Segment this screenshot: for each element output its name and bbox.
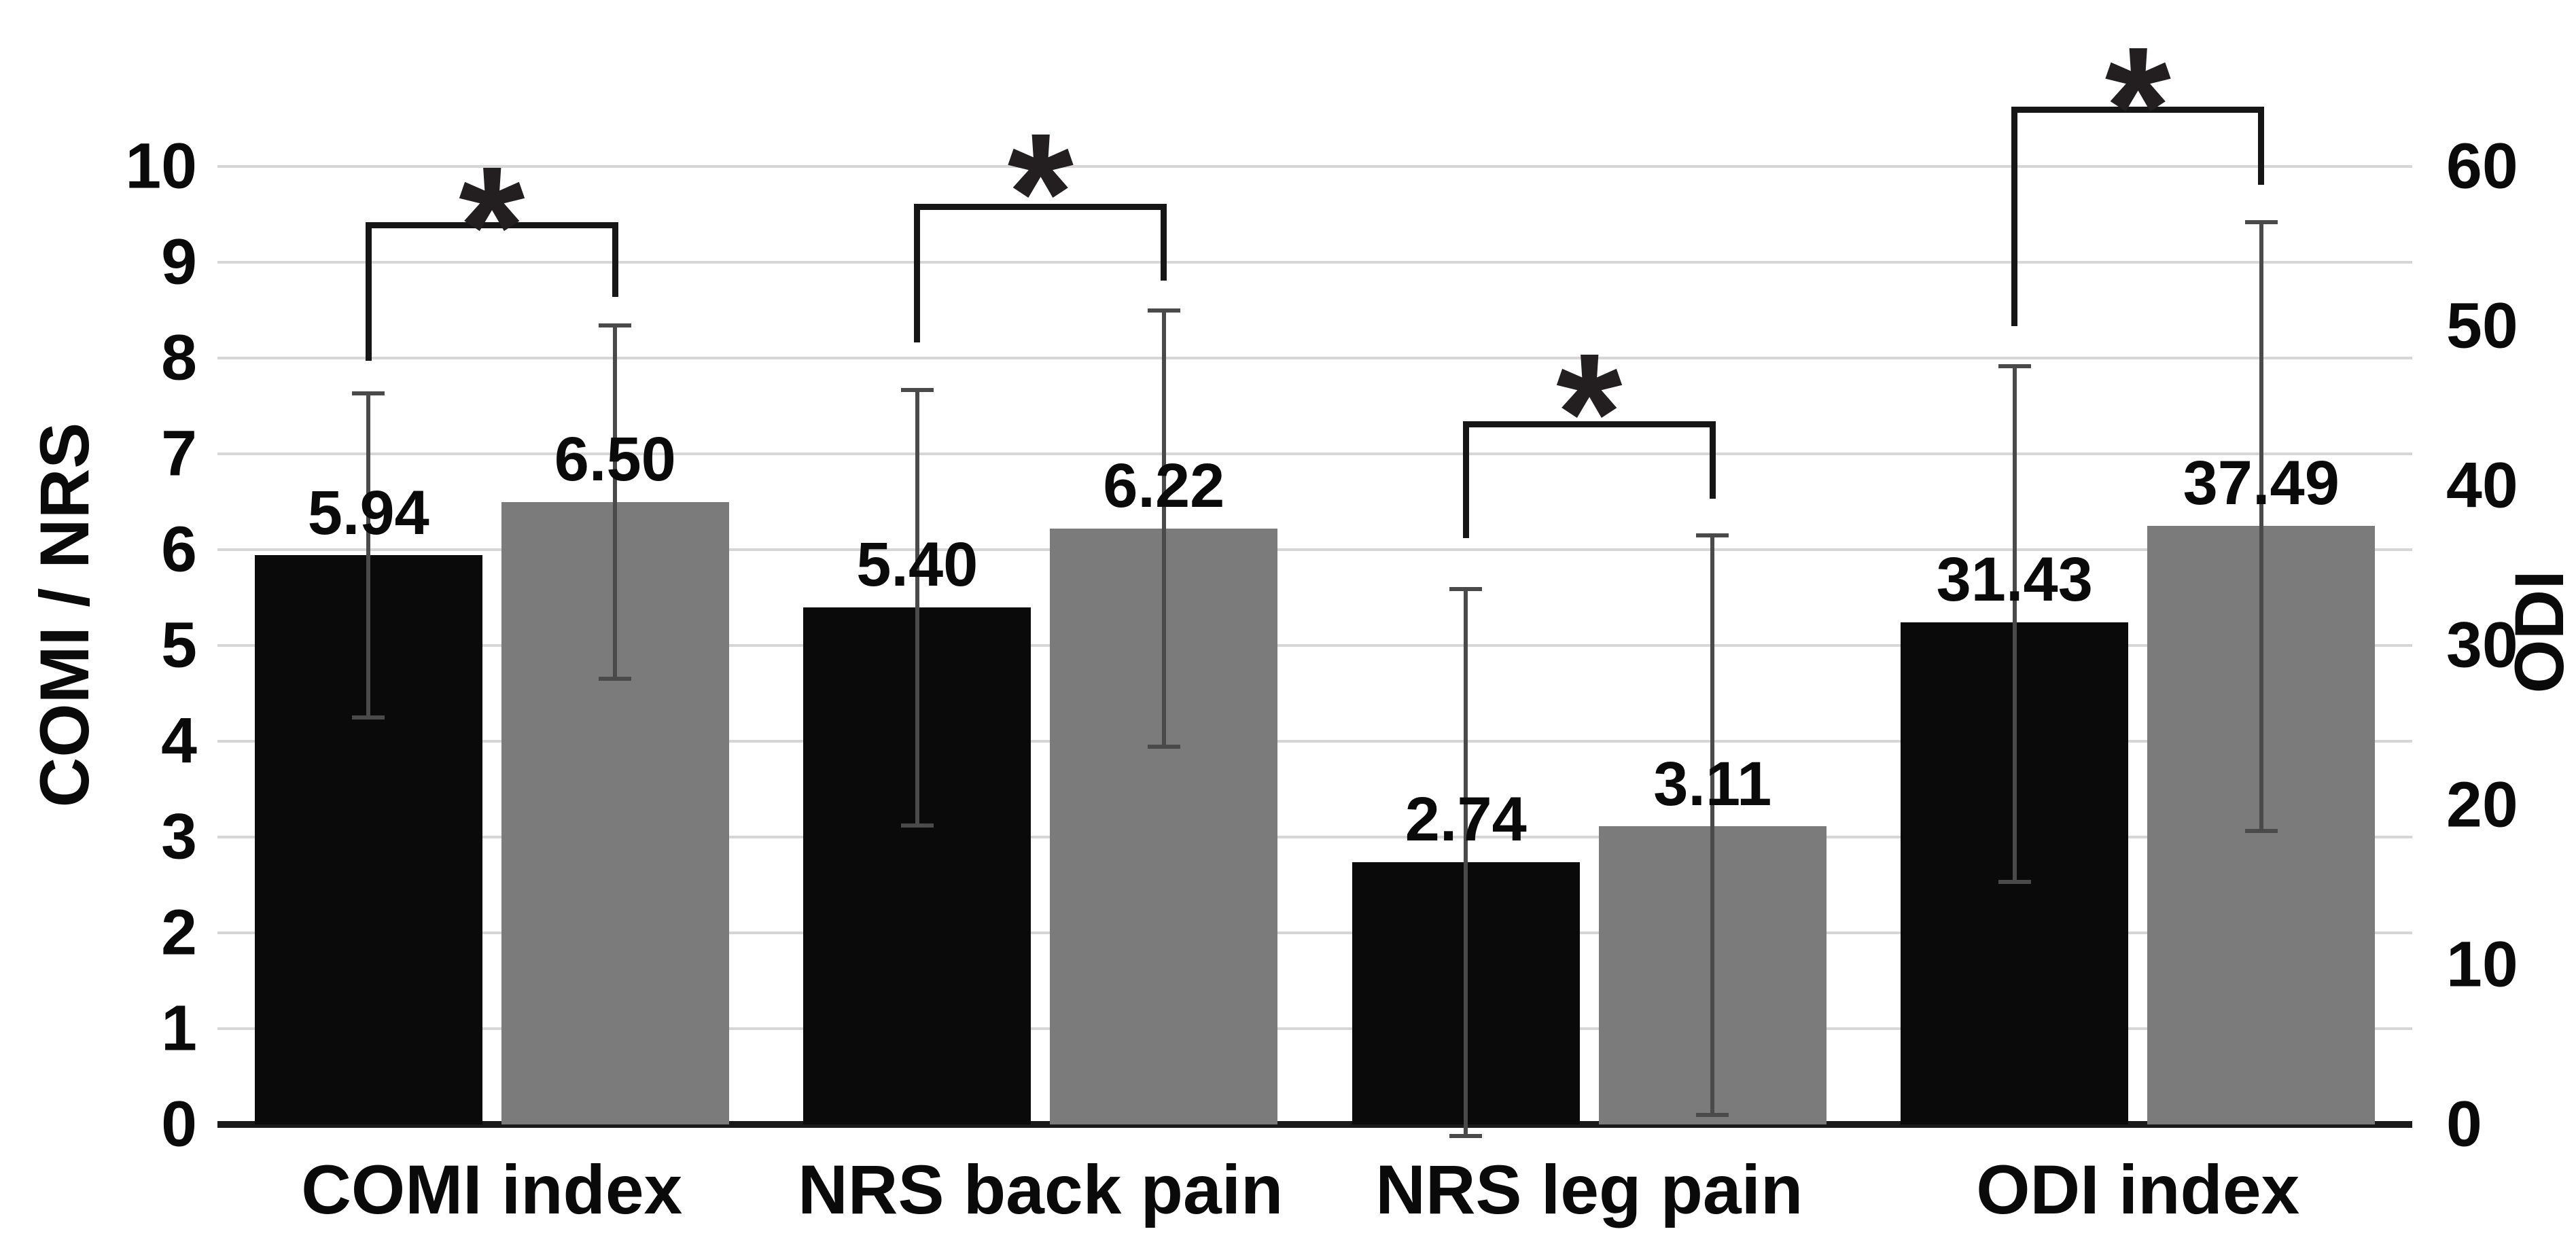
significance-bracket-bar: [1462, 421, 1716, 427]
significance-bracket-bar: [2011, 107, 2265, 113]
error-bar-cap-top: [900, 387, 934, 392]
y-axis-left-tick-label: 7: [161, 417, 197, 490]
error-bar-cap-bottom: [1147, 745, 1180, 749]
error-bar-line: [366, 393, 371, 717]
bar-value-label: 37.49: [2183, 448, 2340, 518]
bar-value-label: 6.22: [1103, 451, 1225, 521]
bar-value-label: 6.50: [554, 424, 676, 494]
y-axis-right-tick-label: 30: [2446, 609, 2518, 681]
gridline: [217, 644, 2412, 647]
error-bar-cap-top: [1449, 586, 1483, 591]
significance-bracket-left-leg: [2011, 109, 2018, 327]
significance-bracket-right-leg: [1161, 207, 1167, 281]
x-axis-category-label: ODI index: [1976, 1151, 2300, 1228]
x-axis-category-label: NRS leg pain: [1375, 1151, 1803, 1228]
error-bar-line: [1464, 588, 1468, 1136]
significance-bracket-right-leg: [612, 225, 618, 297]
y-axis-left-tick-label: 9: [161, 226, 197, 298]
y-axis-right-tick-label: 20: [2446, 768, 2518, 841]
error-bar-line: [2259, 222, 2263, 831]
gridline: [217, 1027, 2412, 1030]
x-axis-category-label: COMI index: [301, 1151, 683, 1228]
error-bar-cap-top: [1696, 533, 1729, 537]
significance-asterisk: *: [459, 131, 525, 321]
y-axis-right-tick-label: 60: [2446, 130, 2518, 202]
y-axis-left-tick-label: 3: [161, 800, 197, 873]
significance-bracket-bar: [914, 203, 1167, 210]
y-axis-left-tick-label: 0: [161, 1088, 197, 1160]
significance-bracket-right-leg: [1709, 424, 1716, 499]
error-bar-line: [613, 325, 618, 679]
gridline: [217, 453, 2412, 455]
error-bar-cap-top: [352, 391, 385, 396]
bar-value-label: 2.74: [1405, 784, 1527, 854]
bar-value-label: 31.43: [1936, 545, 2093, 615]
gridline: [217, 165, 2412, 168]
significance-asterisk: *: [1556, 317, 1623, 508]
significance-bracket-left-leg: [365, 225, 372, 361]
significance-asterisk: *: [2104, 11, 2171, 201]
error-bar-cap-bottom: [900, 823, 934, 828]
error-bar-cap-top: [1147, 308, 1180, 313]
significance-bracket-left-leg: [914, 207, 921, 343]
y-axis-left-tick-label: 1: [161, 992, 197, 1065]
gridline: [217, 261, 2412, 264]
error-bar-cap-top: [599, 323, 632, 328]
x-axis-category-label: NRS back pain: [798, 1151, 1284, 1228]
bar-value-label: 5.40: [856, 529, 978, 599]
error-bar-line: [2012, 366, 2017, 882]
gridline: [217, 357, 2412, 359]
error-bar-cap-top: [2244, 220, 2278, 225]
bar-value-label: 3.11: [1653, 749, 1772, 819]
error-bar-cap-top: [1998, 363, 2031, 368]
significance-bracket-left-leg: [1462, 424, 1469, 539]
x-axis-line: [217, 1121, 2412, 1128]
error-bar-line: [1710, 535, 1715, 1115]
error-bar-line: [915, 389, 919, 826]
y-axis-right-tick-label: 10: [2446, 928, 2518, 1001]
y-axis-left-tick-label: 4: [161, 705, 197, 777]
gridline: [217, 740, 2412, 743]
y-axis-left-tick-label: 6: [161, 513, 197, 586]
error-bar-cap-bottom: [1449, 1133, 1483, 1138]
gridline: [217, 548, 2412, 551]
significance-asterisk: *: [1007, 97, 1074, 287]
error-bar-cap-bottom: [599, 677, 632, 681]
y-axis-right-tick-label: 40: [2446, 449, 2518, 522]
gridline: [217, 931, 2412, 934]
y-axis-left-tick-label: 2: [161, 896, 197, 969]
bar-value-label: 5.94: [307, 478, 429, 548]
significance-bracket-bar: [365, 221, 618, 228]
error-bar-cap-bottom: [352, 715, 385, 720]
error-bar-line: [1161, 310, 1166, 747]
error-bar-cap-bottom: [2244, 828, 2278, 833]
y-axis-right-tick-label: 50: [2446, 289, 2518, 362]
significance-bracket-right-leg: [2258, 109, 2265, 185]
error-bar-cap-bottom: [1998, 879, 2031, 884]
error-bar-cap-bottom: [1696, 1112, 1729, 1117]
y-axis-left-tick-label: 8: [161, 321, 197, 394]
gridline: [217, 836, 2412, 838]
y-axis-right-tick-label: 0: [2446, 1088, 2482, 1160]
y-axis-left-tick-label: 10: [125, 130, 197, 202]
y-axis-left-tick-label: 5: [161, 609, 197, 681]
